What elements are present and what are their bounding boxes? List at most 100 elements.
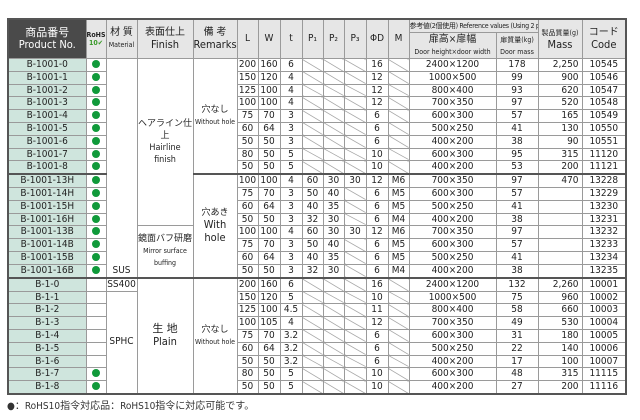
rohs-cell <box>85 147 107 162</box>
t-cell: 3 <box>279 134 303 149</box>
p3-cell <box>343 70 367 85</box>
rohs-cell <box>85 186 107 201</box>
finish-group: 生 地 Plain <box>136 276 194 395</box>
w-cell: 50 <box>257 263 281 279</box>
w-cell: 50 <box>257 212 281 227</box>
w-cell: 50 <box>257 134 281 149</box>
product-no: B-1-7 <box>7 367 87 382</box>
door-mass-cell: 58 <box>495 303 539 318</box>
door-size-cell: 400×200 <box>408 263 497 279</box>
table-row: B-1001-2 125 100 4 12 800×400 93 620 10547 <box>7 83 627 98</box>
w-cell: 120 <box>257 70 281 85</box>
rohs-cell <box>85 341 107 356</box>
rohs-cell <box>85 238 107 252</box>
code-cell: 10004 <box>581 316 627 330</box>
p2-cell: 35 <box>322 250 345 265</box>
p1-cell: 32 <box>301 212 324 227</box>
l-cell: 50 <box>236 212 259 227</box>
p2-cell: 35 <box>322 199 345 214</box>
remarks-label: 穴あき <box>201 207 229 218</box>
mass-cell: 130 <box>537 121 583 136</box>
w-cell: 50 <box>257 147 281 162</box>
rohs-compliant-icon <box>92 214 100 223</box>
l-cell: 100 <box>236 316 259 330</box>
t-cell: 3 <box>279 238 303 252</box>
code-cell: 13229 <box>581 186 627 201</box>
table-row: B-1-1 SPHC 150 120 5 10 1000×500 75 960 10002 <box>7 290 627 395</box>
w-cell: 70 <box>257 328 281 343</box>
p1-cell <box>301 316 324 330</box>
m-cell: M6 <box>387 173 410 188</box>
w-cell: 160 <box>257 276 281 292</box>
mass-cell: 315 <box>537 147 583 162</box>
d-cell: 16 <box>365 276 389 292</box>
finish-label-en: Plain <box>153 334 177 348</box>
door-mass-cell: 95 <box>495 147 539 162</box>
t-cell: 3 <box>279 199 303 214</box>
rohs-cell <box>85 70 107 85</box>
p3-cell <box>343 160 367 175</box>
t-cell: 3.2 <box>279 341 303 356</box>
t-cell: 4 <box>279 83 303 98</box>
m-cell <box>387 354 410 369</box>
p2-cell <box>322 354 345 369</box>
l-cell: 150 <box>236 70 259 85</box>
d-cell: 6 <box>365 134 389 149</box>
table-row: B-1-5 60 64 3.2 6 500×250 22 140 10006 <box>7 341 627 356</box>
p3-cell <box>343 238 367 252</box>
p1-cell <box>301 147 324 162</box>
p2-cell: 30 <box>322 212 345 227</box>
door-mass-cell: 48 <box>495 367 539 382</box>
mass-cell: 470 <box>537 173 583 188</box>
product-no: B-1-8 <box>7 380 87 395</box>
p2-cell <box>322 109 345 123</box>
t-cell: 6 <box>279 276 303 292</box>
rohs-cell <box>85 199 107 214</box>
t-cell: 3.2 <box>279 354 303 369</box>
m-cell: M5 <box>387 250 410 265</box>
table-row: B-1-3 100 105 4 12 700×350 49 530 10004 <box>7 316 627 330</box>
t-cell: 5 <box>279 380 303 395</box>
code-cell: 10002 <box>581 290 627 305</box>
product-no: B-1001-15H <box>7 199 87 214</box>
mass-cell <box>537 186 583 201</box>
p2-cell <box>322 58 345 72</box>
rohs-compliant-icon <box>92 85 100 94</box>
w-cell: 64 <box>257 250 281 265</box>
m-cell <box>387 341 410 356</box>
t-cell: 3 <box>279 109 303 123</box>
door-mass-cell: 17 <box>495 354 539 369</box>
p2-cell <box>322 96 345 111</box>
w-cell: 105 <box>257 316 281 330</box>
p1-cell <box>301 109 324 123</box>
t-cell: 4 <box>279 173 303 188</box>
l-cell: 50 <box>236 354 259 369</box>
t-cell: 5 <box>279 367 303 382</box>
table-row: B-1-7 80 50 5 10 600×300 48 315 11115 <box>7 367 627 382</box>
door-mass-cell: 57 <box>495 238 539 252</box>
mass-cell <box>537 238 583 252</box>
remarks-label: 穴なし <box>201 105 229 116</box>
mass-cell: 315 <box>537 367 583 382</box>
p2-cell <box>322 380 345 395</box>
rohs-compliant-icon <box>92 265 100 274</box>
w-cell: 50 <box>257 367 281 382</box>
door-size-cell: 400×200 <box>408 354 497 369</box>
d-cell: 10 <box>365 367 389 382</box>
product-no: B-1001-5 <box>7 121 87 136</box>
p1-cell: 50 <box>301 238 324 252</box>
p1-cell: 60 <box>301 173 324 188</box>
door-mass-cell: 38 <box>495 212 539 227</box>
footnote: ●：RoHS10指令対応品：RoHS10指令に対応可能です。 <box>7 401 255 412</box>
rohs-cell <box>85 276 107 292</box>
code-cell: 10550 <box>581 121 627 136</box>
rohs-compliant-icon <box>92 252 100 261</box>
d-cell: 12 <box>365 83 389 98</box>
remarks-label: 穴なし <box>201 324 229 335</box>
m-cell <box>387 70 410 85</box>
w-cell: 50 <box>257 160 281 175</box>
rohs-cell <box>85 303 107 318</box>
table-row: B-1001-16H 50 50 3 32 30 6 M4 400×200 38 13231 <box>7 212 627 227</box>
door-size-cell: 700×350 <box>408 316 497 330</box>
rohs-compliant-icon <box>92 201 100 210</box>
